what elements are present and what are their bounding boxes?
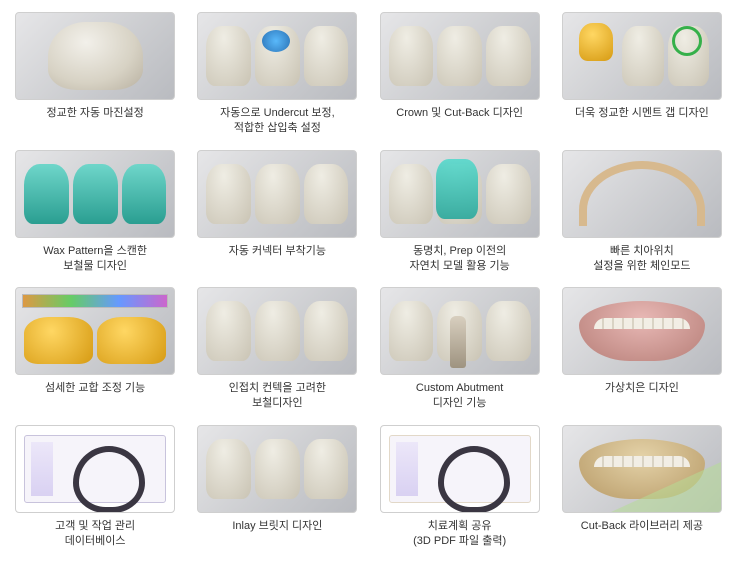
feature-caption: 인접치 컨텍을 고려한 보철디자인 <box>229 381 326 411</box>
feature-cell: Wax Pattern을 스캔한 보철물 디자인 <box>12 150 178 274</box>
feature-thumbnail <box>197 12 357 100</box>
feature-thumbnail <box>380 425 540 513</box>
feature-cell: 인접치 컨텍을 고려한 보철디자인 <box>194 287 360 411</box>
feature-thumbnail <box>562 287 722 375</box>
feature-cell: Custom Abutment 디자인 기능 <box>377 287 543 411</box>
feature-thumbnail <box>562 12 722 100</box>
teeth-row-icon <box>206 164 348 224</box>
feature-thumbnail <box>15 150 175 238</box>
feature-caption: Cut-Back 라이브러리 제공 <box>581 519 703 547</box>
feature-thumbnail <box>380 150 540 238</box>
feature-caption: 가상치은 디자인 <box>605 381 679 409</box>
feature-thumbnail <box>197 425 357 513</box>
feature-caption: Wax Pattern을 스캔한 보철물 디자인 <box>43 244 147 274</box>
natural-tooth-overlay-icon <box>436 159 478 219</box>
feature-caption: 고객 및 작업 관리 데이터베이스 <box>55 519 135 549</box>
feature-thumbnail <box>15 12 175 100</box>
feature-caption: Inlay 브릿지 디자인 <box>232 519 322 547</box>
feature-thumbnail <box>380 12 540 100</box>
feature-caption: 더욱 정교한 시멘트 갭 디자인 <box>575 106 709 134</box>
feature-cell: 가상치은 디자인 <box>559 287 725 411</box>
pdf-share-ui-icon <box>389 435 531 504</box>
feature-caption: 정교한 자동 마진설정 <box>47 106 144 134</box>
feature-caption: 치료계획 공유 (3D PDF 파일 출력) <box>413 519 506 549</box>
feature-thumbnail <box>197 287 357 375</box>
feature-cell: 섬세한 교합 조정 기능 <box>12 287 178 411</box>
dental-arch-icon <box>579 161 705 226</box>
teeth-row-icon <box>206 439 348 499</box>
feature-caption: 자동 커넥터 부착기능 <box>229 244 326 272</box>
gold-crown-icon <box>579 23 613 61</box>
feature-caption: 섬세한 교합 조정 기능 <box>45 381 145 409</box>
feature-cell: 고객 및 작업 관리 데이터베이스 <box>12 425 178 549</box>
feature-thumbnail <box>380 287 540 375</box>
feature-cell: 동명치, Prep 이전의 자연치 모델 활용 기능 <box>377 150 543 274</box>
feature-caption: 동명치, Prep 이전의 자연치 모델 활용 기능 <box>410 244 510 274</box>
feature-cell: 치료계획 공유 (3D PDF 파일 출력) <box>377 425 543 549</box>
teeth-row-icon <box>24 317 166 364</box>
teeth-row-icon <box>24 164 166 224</box>
highlight-wedge-icon <box>611 462 721 512</box>
feature-cell: 정교한 자동 마진설정 <box>12 12 178 136</box>
feature-cell: Crown 및 Cut-Back 디자인 <box>377 12 543 136</box>
feature-grid: 정교한 자동 마진설정 자동으로 Undercut 보정, 적합한 삽입축 설정… <box>12 12 725 549</box>
feature-caption: 자동으로 Undercut 보정, 적합한 삽입축 설정 <box>220 106 335 136</box>
feature-cell: 빠른 치아위치 설정을 위한 체인모드 <box>559 150 725 274</box>
feature-caption: 빠른 치아위치 설정을 위한 체인모드 <box>593 244 690 274</box>
feature-cell: Inlay 브릿지 디자인 <box>194 425 360 549</box>
feature-caption: Custom Abutment 디자인 기능 <box>416 381 503 411</box>
jaw-model-icon <box>579 301 705 361</box>
teeth-row-icon <box>206 301 348 361</box>
feature-thumbnail <box>562 150 722 238</box>
feature-thumbnail <box>197 150 357 238</box>
teeth-row-icon <box>389 26 531 86</box>
feature-thumbnail <box>562 425 722 513</box>
feature-cell: 자동 커넥터 부착기능 <box>194 150 360 274</box>
color-scale-icon <box>22 294 168 308</box>
tooth-icon <box>48 22 143 91</box>
abutment-peg-icon <box>450 316 466 368</box>
feature-cell: Cut-Back 라이브러리 제공 <box>559 425 725 549</box>
feature-thumbnail <box>15 287 175 375</box>
feature-cell: 더욱 정교한 시멘트 갭 디자인 <box>559 12 725 136</box>
undercut-highlight-icon <box>262 30 290 52</box>
feature-thumbnail <box>15 425 175 513</box>
feature-caption: Crown 및 Cut-Back 디자인 <box>396 106 523 134</box>
database-ui-icon <box>24 435 166 504</box>
feature-cell: 자동으로 Undercut 보정, 적합한 삽입축 설정 <box>194 12 360 136</box>
gap-ring-icon <box>672 26 702 56</box>
